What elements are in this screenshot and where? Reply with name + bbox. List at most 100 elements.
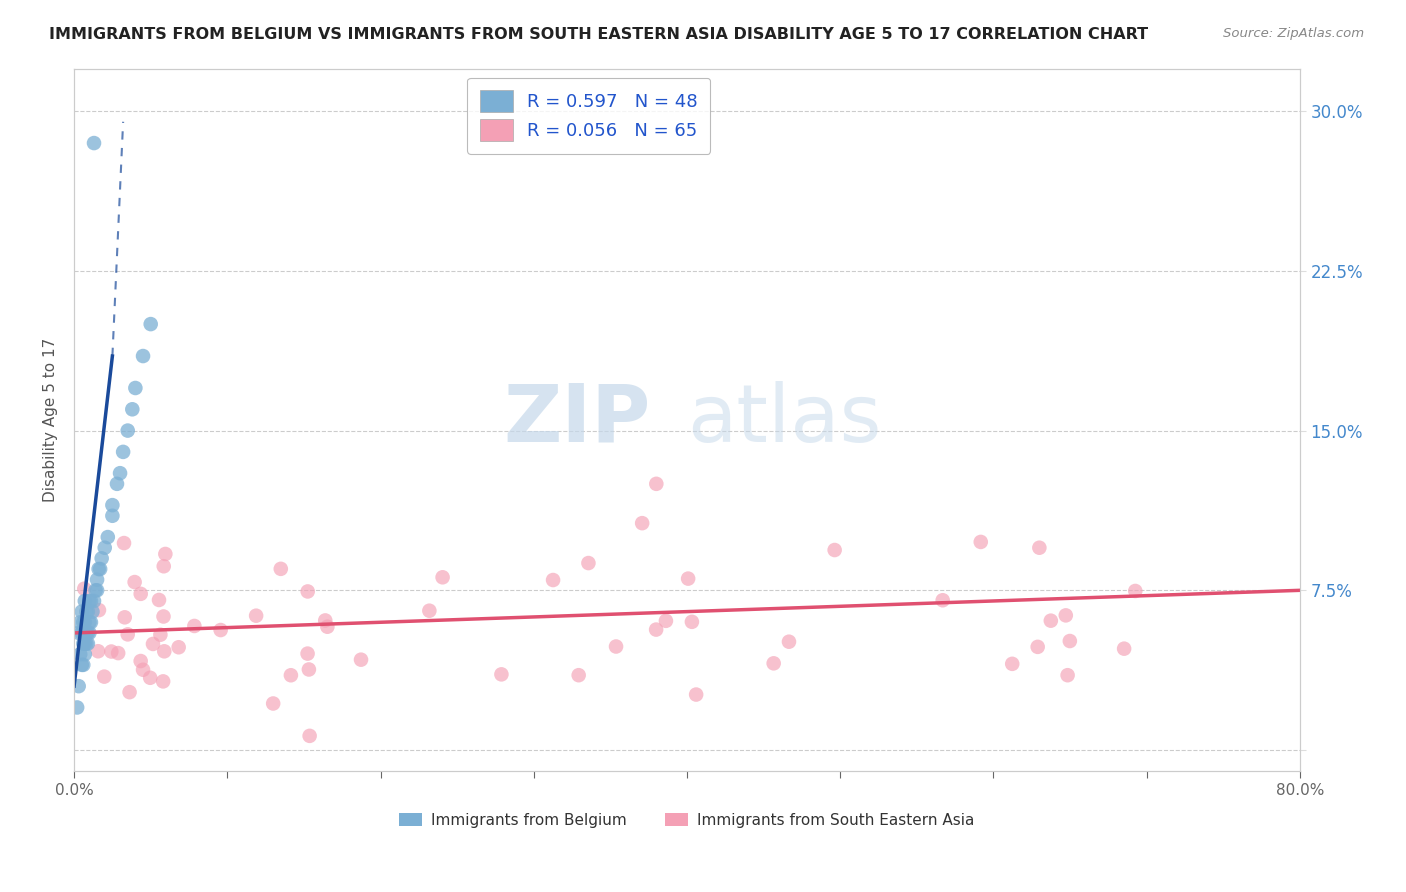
Point [118, 685, 141, 699]
Point [541, 573, 564, 587]
Point [778, 634, 800, 648]
Point [108, 466, 131, 480]
Point [183, 619, 205, 633]
Text: atlas: atlas [688, 381, 882, 459]
Point [297, 647, 319, 661]
Point [153, 644, 176, 658]
Point [270, 562, 292, 576]
Point [72, 615, 94, 630]
Point [970, 535, 993, 549]
Point [75, 626, 97, 640]
Point [89, 562, 111, 576]
Point [100, 644, 122, 658]
Point [167, 640, 190, 655]
Point [70, 626, 93, 640]
Point [84, 583, 107, 598]
Point [114, 610, 136, 624]
Point [117, 627, 139, 641]
Point [432, 570, 454, 584]
Point [66, 700, 89, 714]
Point [655, 614, 678, 628]
Point [73, 636, 96, 650]
Point [67, 679, 90, 693]
Point [418, 604, 440, 618]
Point [1054, 608, 1077, 623]
Point [86, 583, 108, 598]
Point [93, 670, 115, 684]
Point [1026, 640, 1049, 654]
Point [148, 593, 170, 607]
Text: ZIP: ZIP [503, 381, 650, 459]
Point [97, 530, 120, 544]
Point [73, 615, 96, 630]
Point [77, 636, 100, 650]
Point [1028, 541, 1050, 555]
Point [132, 663, 155, 677]
Point [73, 582, 96, 596]
Point [69, 647, 91, 661]
Point [70, 657, 93, 672]
Point [79, 615, 101, 630]
Y-axis label: Disability Age 5 to 17: Disability Age 5 to 17 [44, 338, 58, 502]
Point [80, 615, 103, 630]
Point [316, 620, 339, 634]
Point [83, 136, 105, 150]
Point [139, 671, 162, 685]
Point [73, 647, 96, 661]
Point [209, 623, 232, 637]
Point [79, 626, 101, 640]
Point [82, 605, 104, 619]
Point [685, 688, 707, 702]
Point [72, 626, 94, 640]
Point [298, 729, 321, 743]
Point [77, 605, 100, 619]
Point [75, 636, 97, 650]
Point [87, 603, 110, 617]
Point [87, 644, 110, 658]
Point [645, 476, 668, 491]
Point [83, 594, 105, 608]
Point [70, 605, 93, 619]
Point [73, 594, 96, 608]
Point [67, 626, 90, 640]
Point [605, 640, 627, 654]
Point [80, 594, 103, 608]
Point [645, 623, 668, 637]
Point [578, 556, 600, 570]
Point [105, 476, 128, 491]
Point [824, 543, 846, 558]
Point [132, 349, 155, 363]
Point [262, 697, 284, 711]
Point [75, 605, 97, 619]
Text: Source: ZipAtlas.com: Source: ZipAtlas.com [1223, 27, 1364, 40]
Text: IMMIGRANTS FROM BELGIUM VS IMMIGRANTS FROM SOUTH EASTERN ASIA DISABILITY AGE 5 T: IMMIGRANTS FROM BELGIUM VS IMMIGRANTS FR… [49, 27, 1149, 42]
Point [87, 562, 110, 576]
Point [112, 445, 135, 459]
Point [1114, 641, 1136, 656]
Point [152, 559, 174, 574]
Point [152, 674, 174, 689]
Point [90, 551, 112, 566]
Point [1056, 668, 1078, 682]
Point [762, 657, 785, 671]
Point [1059, 634, 1081, 648]
Point [72, 636, 94, 650]
Point [149, 628, 172, 642]
Point [93, 541, 115, 555]
Point [121, 402, 143, 417]
Point [124, 575, 146, 590]
Point [155, 547, 177, 561]
Point [1123, 584, 1146, 599]
Point [350, 653, 373, 667]
Point [112, 536, 135, 550]
Point [117, 424, 139, 438]
Point [79, 594, 101, 608]
Point [124, 381, 146, 395]
Point [1001, 657, 1024, 671]
Point [139, 317, 162, 331]
Point [101, 498, 124, 512]
Point [1039, 614, 1062, 628]
Point [129, 654, 152, 668]
Point [681, 615, 703, 629]
Point [631, 516, 654, 530]
